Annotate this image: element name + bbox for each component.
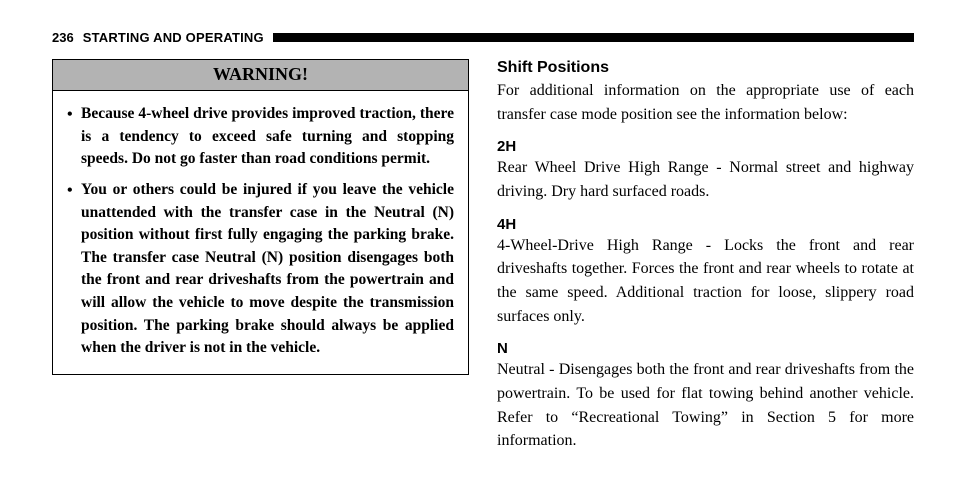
warning-bullet: You or others could be injured if you le… <box>59 179 454 360</box>
warning-box: WARNING! Because 4-wheel drive provides … <box>52 59 469 375</box>
mode-text-n: Neutral - Disengages both the front and … <box>497 358 914 453</box>
warning-list: Because 4-wheel drive provides improved … <box>59 103 454 360</box>
page-number: 236 <box>52 30 74 45</box>
mode-label-n: N <box>497 340 914 357</box>
shift-positions-intro: For additional information on the approp… <box>497 79 914 126</box>
content-columns: WARNING! Because 4-wheel drive provides … <box>52 59 914 465</box>
right-column: Shift Positions For additional informati… <box>497 59 914 465</box>
mode-text-2h: Rear Wheel Drive High Range - Normal str… <box>497 156 914 203</box>
header-rule <box>273 33 914 42</box>
mode-label-2h: 2H <box>497 138 914 155</box>
section-title: STARTING AND OPERATING <box>83 30 264 45</box>
running-header: 236 STARTING AND OPERATING <box>52 30 914 45</box>
shift-positions-heading: Shift Positions <box>497 59 914 77</box>
warning-bullet: Because 4-wheel drive provides improved … <box>59 103 454 171</box>
warning-title: WARNING! <box>53 60 468 91</box>
mode-label-4h: 4H <box>497 216 914 233</box>
mode-text-4h: 4-Wheel-Drive High Range - Locks the fro… <box>497 234 914 329</box>
page: 236 STARTING AND OPERATING WARNING! Beca… <box>0 0 954 500</box>
left-column: WARNING! Because 4-wheel drive provides … <box>52 59 469 465</box>
warning-body: Because 4-wheel drive provides improved … <box>53 91 468 374</box>
